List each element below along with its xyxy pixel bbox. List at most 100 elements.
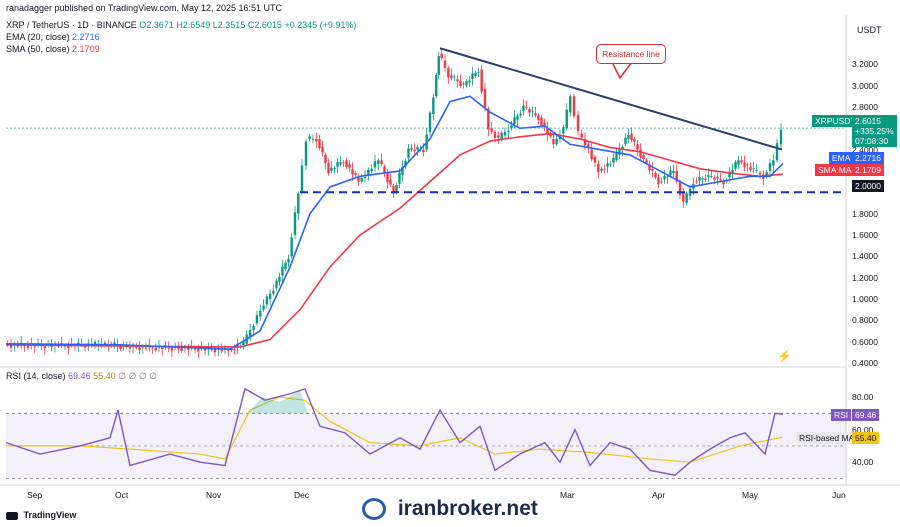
- candle-body: [128, 347, 132, 349]
- candle-body: [493, 131, 497, 138]
- candle-body: [287, 258, 290, 263]
- ema-legend-value: 2.2716: [72, 32, 100, 42]
- candle-body: [177, 347, 180, 350]
- candle-body: [569, 96, 572, 113]
- time-tick-label: Dec: [294, 490, 310, 500]
- candle-body: [627, 134, 630, 139]
- candle-body: [348, 164, 351, 168]
- candle-body: [525, 106, 528, 108]
- candle-body: [587, 144, 590, 148]
- candle-body: [722, 180, 725, 185]
- alert-icon[interactable]: ⚡: [777, 349, 792, 363]
- candle-body: [731, 170, 734, 174]
- candle-body: [669, 170, 672, 176]
- candle-body: [685, 193, 688, 203]
- candle-body: [678, 181, 682, 195]
- candle-body: [144, 347, 148, 349]
- rsi-overbought-fill: [248, 390, 308, 414]
- candle-body: [327, 162, 330, 174]
- sma-legend-label: SMA (50, close): [6, 44, 70, 54]
- candle-body: [507, 130, 510, 132]
- candle-body: [519, 113, 522, 116]
- candle-body: [624, 137, 627, 145]
- tag-pct: +335.25%: [855, 126, 894, 136]
- candle-body: [373, 161, 377, 168]
- candle-body: [768, 163, 772, 171]
- candle-body: [422, 149, 425, 153]
- candle-body: [407, 148, 410, 159]
- candle-body: [119, 345, 122, 349]
- candle-body: [26, 345, 30, 348]
- candle-body: [593, 156, 597, 163]
- candle-body: [9, 344, 13, 348]
- candle-body: [187, 348, 190, 350]
- candle-body: [565, 109, 568, 129]
- candle-body: [503, 131, 507, 136]
- rsi-legend-ma: 55.40: [93, 371, 116, 381]
- candle-body: [354, 173, 357, 175]
- ema-line: [5, 95, 784, 350]
- candle-body: [583, 138, 587, 146]
- candle-body: [404, 160, 407, 167]
- tradingview-brand: TradingView: [6, 510, 76, 520]
- candle-body: [465, 81, 468, 86]
- candle-body: [351, 168, 354, 175]
- candle-body: [704, 178, 707, 180]
- candle-body: [468, 80, 471, 83]
- candle-body: [663, 176, 666, 180]
- time-tick-label: Apr: [652, 490, 666, 500]
- candle-body: [453, 76, 456, 78]
- candle-body: [50, 345, 53, 348]
- candle-body: [413, 149, 416, 151]
- rsi-legend[interactable]: RSI (14, close) 69.46 55.40 ∅ ∅ ∅ ∅: [6, 371, 157, 382]
- tradingview-logo-icon: [6, 511, 18, 520]
- candle-body: [93, 341, 97, 345]
- candle-body: [737, 160, 740, 165]
- candle-body: [324, 154, 327, 163]
- candle-body: [278, 276, 281, 282]
- sma-legend-value: 2.1709: [72, 44, 100, 54]
- candle-body: [765, 172, 768, 177]
- candle-body: [268, 293, 272, 299]
- candle-body: [580, 133, 583, 138]
- candle-body: [203, 349, 207, 351]
- candle-body: [315, 138, 318, 142]
- candle-body: [456, 79, 459, 82]
- candle-body: [386, 173, 389, 183]
- candle-body: [259, 310, 262, 317]
- candle-body: [233, 348, 236, 351]
- candle-body: [555, 138, 558, 145]
- candle-body: [740, 160, 743, 163]
- candle-body: [698, 176, 701, 181]
- candle-body: [330, 167, 333, 171]
- price-tick-label: 0.4000: [852, 358, 878, 368]
- candle-body: [242, 341, 245, 346]
- price-tick-label: 1.6000: [852, 229, 878, 240]
- candle-body: [392, 185, 395, 194]
- rsi-ma-line: [6, 396, 784, 463]
- candle-body: [474, 72, 477, 76]
- sma-legend[interactable]: SMA (50, close) 2.1709: [6, 44, 100, 54]
- candle-body: [749, 166, 752, 171]
- tag-last-price: 2.6015: [855, 116, 881, 126]
- price-tick-label: 1.0000: [852, 293, 878, 304]
- candle-body: [450, 74, 453, 79]
- candle-body: [432, 97, 435, 115]
- ohlc-values: O2.3671 H2.6549 L2.3515 C2.6015: [139, 20, 282, 30]
- candle-body: [775, 142, 779, 161]
- candle-body: [304, 141, 308, 166]
- candle-body: [657, 177, 660, 185]
- symbol-title[interactable]: XRP / TetherUS · 1D · BINANCE: [6, 20, 137, 30]
- ema-legend-label: EMA (20, close): [6, 32, 70, 42]
- candle-body: [336, 161, 339, 167]
- ema-legend[interactable]: EMA (20, close) 2.2716: [6, 32, 100, 42]
- candle-body: [513, 117, 516, 124]
- rsi-legend-zeros: ∅ ∅ ∅ ∅: [118, 371, 158, 381]
- sma-axis-label: SMA:MA: [815, 164, 855, 176]
- candle-body: [552, 138, 555, 145]
- candle-body: [281, 266, 284, 276]
- candle-body: [154, 347, 157, 351]
- candle-body: [252, 325, 255, 331]
